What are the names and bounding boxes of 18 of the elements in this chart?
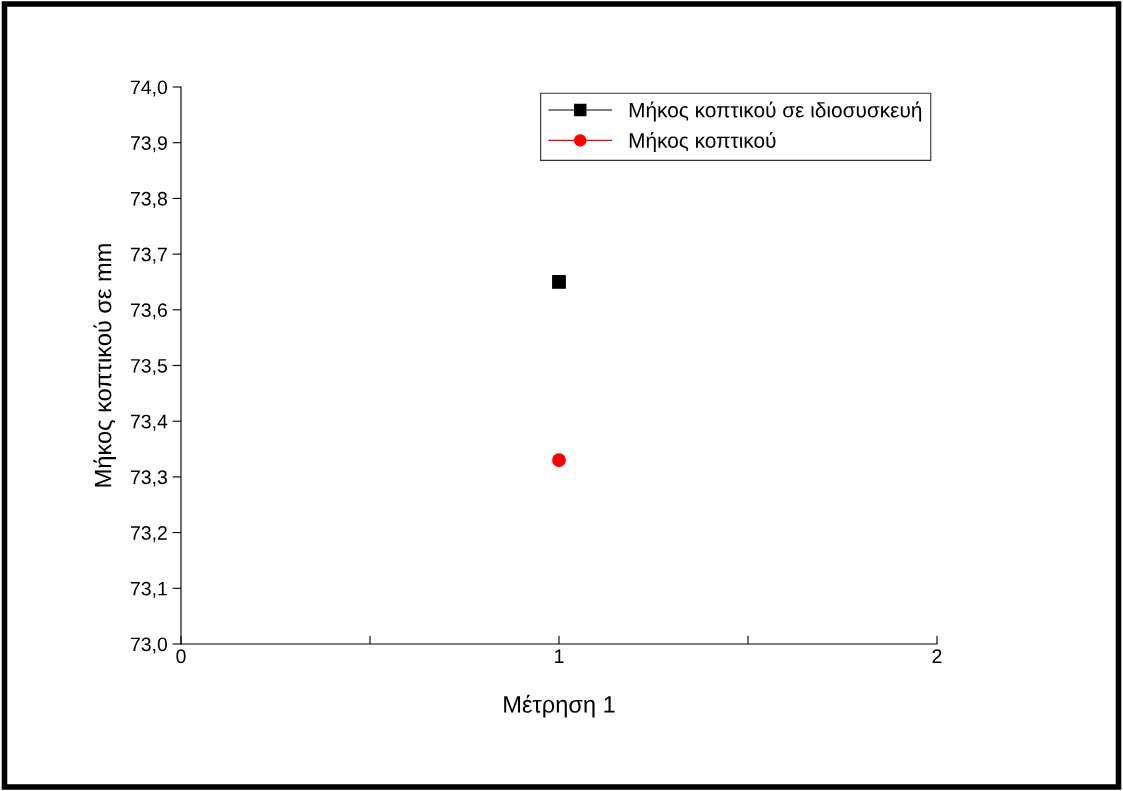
y-tick-label: 73,3 — [130, 470, 167, 487]
y-tick-label: 73,1 — [130, 581, 167, 598]
x-tick-label: 0 — [176, 649, 186, 664]
y-tick-label: 73,7 — [130, 247, 167, 264]
y-tick-label: 73,8 — [130, 191, 167, 208]
y-tick-label: 73,9 — [130, 136, 167, 153]
x-axis-title: Μέτρηση 1 — [504, 694, 615, 718]
legend-label: Μήκος κοπτικού σε ιδιοσυσκευή — [629, 101, 922, 122]
y-tick-label: 74,0 — [130, 80, 168, 97]
y-tick-label: 73,6 — [130, 303, 167, 320]
x-tick-label: 1 — [555, 649, 564, 663]
y-tick-label: 73,4 — [130, 414, 168, 431]
y-axis-title: Μήκος κοπτικού σε mm — [93, 244, 117, 487]
x-tick-label: 2 — [932, 649, 942, 663]
y-tick-label: 73,0 — [130, 637, 168, 654]
legend-label: Μήκος κοπτικού — [629, 132, 776, 153]
y-tick-label: 73,2 — [130, 526, 167, 543]
y-tick-label: 73,5 — [130, 358, 167, 376]
